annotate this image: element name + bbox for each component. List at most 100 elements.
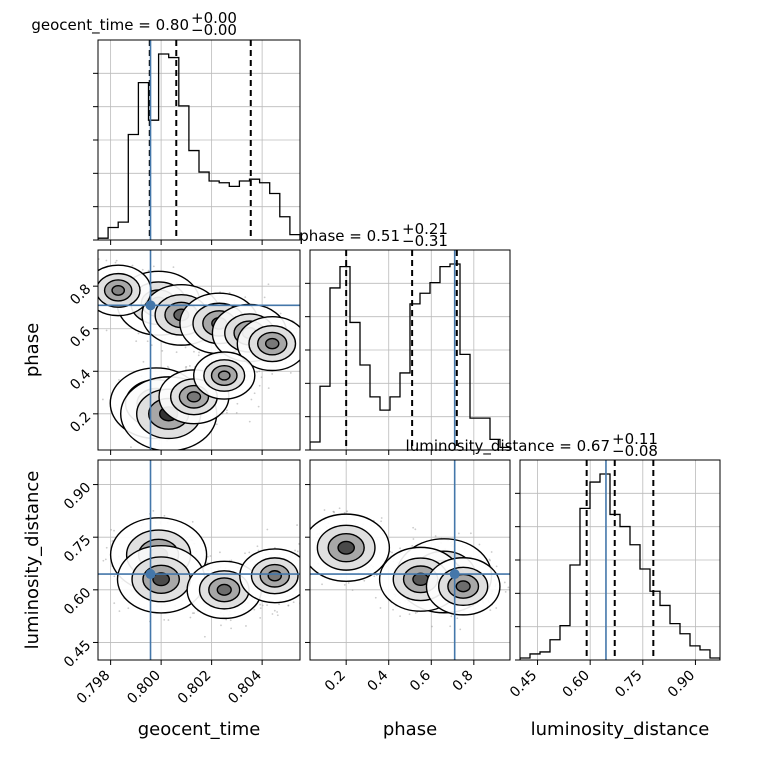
x-tick-label: 0.4 (364, 667, 391, 694)
sample-point (343, 583, 346, 586)
sample-point (131, 264, 134, 267)
sample-point (489, 559, 491, 562)
density-contour (259, 563, 290, 588)
sample-point (338, 507, 341, 510)
sample-point (313, 593, 315, 595)
density-contour (152, 572, 171, 587)
sample-point (152, 265, 155, 268)
sample-point (303, 583, 305, 585)
sample-point (244, 296, 247, 299)
sample-point (189, 616, 192, 619)
histogram-luminosity_distance (520, 473, 720, 660)
sample-point (302, 566, 304, 568)
sample-point (412, 526, 415, 529)
sample-point (504, 590, 507, 593)
sample-point (244, 552, 246, 555)
sample-point (308, 609, 310, 611)
panel-phase-vs-phase (305, 249, 511, 455)
sample-point (495, 565, 498, 568)
sample-point (304, 528, 306, 530)
sample-point (414, 528, 417, 531)
sample-point (305, 334, 307, 336)
sample-point (399, 547, 401, 550)
density-contour (103, 279, 133, 302)
sample-point (321, 583, 323, 586)
sample-point (105, 546, 108, 549)
sample-point (105, 259, 108, 262)
sample-point (253, 392, 256, 395)
sample-point (459, 628, 462, 631)
sample-point (167, 619, 170, 621)
sample-point (86, 269, 88, 271)
title-geocent_time: geocent_time = 0.80 +0.00−0.00 (31, 9, 237, 39)
sample-point (127, 607, 130, 610)
sample-point (380, 520, 382, 523)
sample-point (142, 360, 145, 363)
sample-point (294, 549, 296, 552)
sample-point (380, 517, 383, 519)
sample-point (457, 532, 460, 535)
x-tick-label: 0.60 (560, 668, 593, 701)
y-tick-label: 0.45 (61, 638, 94, 671)
sample-point (503, 581, 506, 584)
sample-point (102, 559, 105, 562)
sample-point (185, 366, 188, 368)
sample-point (271, 613, 274, 615)
sample-point (399, 615, 401, 618)
sample-point (94, 293, 96, 295)
sample-point (184, 368, 187, 371)
panel-luminosity_distance-vs-geocent_time: 0.798 0.800 0.802 0.804 0.45 0.60 0.75 0.90 (61, 459, 315, 708)
sample-point (175, 351, 178, 354)
density-contour (267, 570, 282, 582)
sample-point (83, 316, 85, 318)
density-contour (210, 365, 238, 387)
sample-point (105, 329, 108, 332)
sample-point (188, 365, 191, 367)
sample-point (279, 312, 282, 315)
sample-point (449, 625, 452, 628)
sample-point (267, 387, 270, 390)
panel-luminosity_distance-vs-luminosity_distance: 0.45 0.60 0.75 0.90 (507, 459, 721, 701)
sample-point (305, 608, 307, 610)
sample-point (351, 589, 354, 592)
sample-point (307, 547, 309, 549)
sample-point (495, 607, 498, 609)
y-tick-label: 0.6 (67, 324, 94, 351)
sample-point (259, 607, 262, 610)
sample-point (93, 307, 95, 309)
sample-point (260, 376, 263, 379)
title-main: phase = 0.51 (299, 227, 400, 245)
sample-point (228, 291, 231, 294)
sample-point (163, 618, 166, 621)
x-tick-label: 0.802 (175, 668, 215, 708)
title-phase: phase = 0.51 +0.21−0.31 (299, 220, 448, 250)
sample-point (507, 586, 510, 589)
sample-point (113, 602, 116, 605)
sample-point (88, 267, 90, 269)
sample-point (323, 509, 326, 511)
sample-point (86, 309, 88, 311)
sample-point (258, 384, 261, 387)
sample-point (332, 510, 335, 513)
sample-point (172, 266, 175, 269)
sample-point (304, 562, 306, 564)
x-tick-label: 0.6 (407, 667, 434, 694)
sample-point (209, 555, 212, 557)
sample-point (257, 405, 260, 408)
histogram-phase (310, 263, 510, 450)
sample-point (347, 582, 350, 584)
sample-point (276, 614, 279, 617)
sample-point (412, 538, 415, 540)
sample-point (301, 596, 303, 598)
sample-point (198, 351, 200, 354)
density-contour (264, 337, 280, 350)
sample-point (206, 555, 209, 558)
sample-point (305, 571, 307, 573)
sample-point (278, 603, 280, 606)
sample-point (82, 312, 84, 314)
truth-marker (145, 569, 156, 580)
sample-point (489, 609, 492, 612)
sample-point (248, 551, 251, 554)
sample-point (230, 627, 233, 630)
